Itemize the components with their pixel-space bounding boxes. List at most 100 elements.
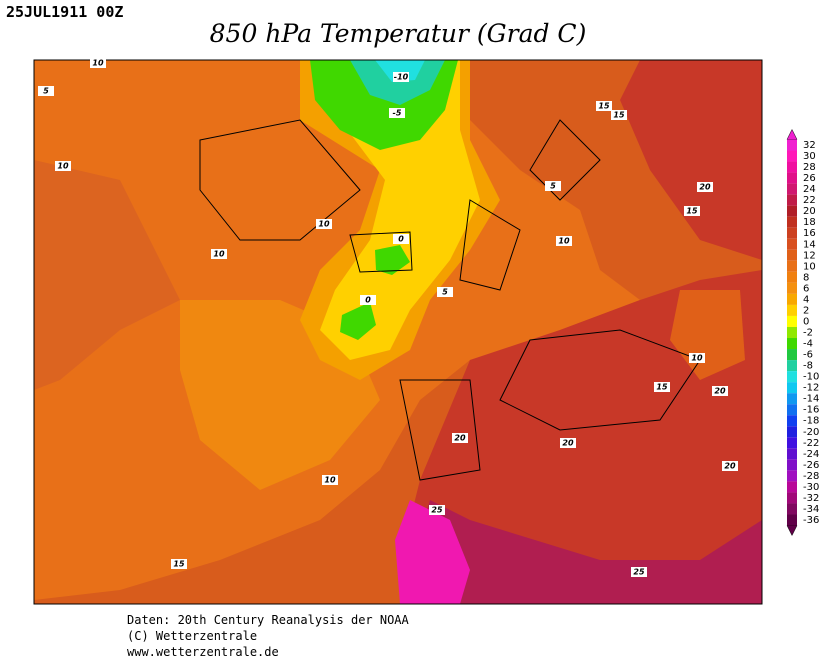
contour-label-box [697,182,713,192]
colorbar-label: -32 [803,493,819,504]
contour-label: 15 [613,111,625,120]
colorbar-swatch [787,470,797,482]
field-teal [350,60,445,105]
colorbar-swatch [787,227,797,239]
colorbar-label: -30 [803,482,819,493]
colorbar-label: 22 [803,195,816,206]
colorbar-swatch [787,315,797,327]
contour-label: -5 [393,109,402,118]
coastline [459,119,601,291]
colorbar-label: 16 [803,228,816,239]
colorbar-swatch [787,271,797,283]
colorbar-swatch [787,282,797,294]
colorbar-swatch [787,260,797,272]
colorbar-label: -16 [803,405,819,416]
field-red-ne [620,60,762,260]
footer: Daten: 20th Century Reanalysis der NOAA (… [127,613,410,659]
colorbar-label: 18 [803,217,816,228]
colorbar-label: -10 [803,372,819,383]
contour-label-box [722,461,738,471]
contour-label-box [631,567,647,577]
contour-label-box [171,559,187,569]
colorbar-swatch [787,216,797,228]
contour-label: 15 [656,383,668,392]
colorbar-swatch [787,492,797,504]
contour-label: 10 [691,354,703,363]
colorbar-label: 20 [803,206,816,217]
colorbar-label: -2 [803,328,813,339]
colorbar-swatch [787,360,797,372]
colorbar-label: -26 [803,460,819,471]
contour-label: 10 [318,220,330,229]
contour-label-box [556,236,572,246]
contour-label: 15 [598,102,610,111]
colorbar-swatch [787,150,797,162]
colorbar-label: 0 [803,316,809,327]
contour-label-box [360,295,376,305]
field-west [34,160,180,390]
contour-label: 20 [724,462,736,471]
colorbar-label: 28 [803,162,816,173]
contour-label-box [437,287,453,297]
contour-label: 5 [442,288,448,297]
contour-label-box [429,505,445,515]
contour-label: 15 [173,560,185,569]
date-label: 25JUL1911 00Z [6,3,123,21]
colorbar-swatch [787,437,797,449]
colorbar-swatch [787,139,797,151]
colorbar-label: 8 [803,272,809,283]
colorbar-swatch [787,293,797,305]
colorbar-swatch [787,404,797,416]
contour-label-box [393,234,409,244]
footer-line: www.wetterzentrale.de [127,645,279,659]
field-cyan [375,60,425,82]
colorbar-label: -20 [803,427,819,438]
colorbar-swatch [787,371,797,383]
field-green-iceland [375,245,410,275]
contour-label-box [684,206,700,216]
contour-label-box [322,475,338,485]
colorbar-swatch [787,304,797,316]
colorbar-label: 30 [803,151,816,162]
colorbar-swatch [787,481,797,493]
colorbar: 32302826242220181614121086420-2-4-6-8-10… [786,128,819,537]
colorbar-label: 24 [803,184,816,195]
footer-line: Daten: 20th Century Reanalysis der NOAA [127,613,410,627]
contour-label-box [611,110,627,120]
field-orange-east [670,290,745,380]
colorbar-swatch [787,415,797,427]
colorbar-label: -22 [803,438,819,449]
colorbar-label: -24 [803,449,819,460]
contour-label: 10 [92,59,104,68]
colorbar-label: 4 [803,294,809,305]
colorbar-top-arrow [786,128,798,140]
colorbar-label: 2 [803,305,809,316]
map-title: 850 hPa Temperatur (Grad C) [210,19,587,48]
colorbar-swatch [787,503,797,515]
contour-label-box [211,249,227,259]
colorbar-swatch [787,459,797,471]
contour-label: -10 [394,73,409,82]
field-crimson [400,500,762,604]
footer-line: (C) Wetterzentrale [127,629,257,643]
colorbar-label: 10 [803,261,816,272]
contour-label: 10 [324,476,336,485]
contour-label-box [545,181,561,191]
colorbar-label: -34 [803,504,819,515]
colorbar-swatch [787,426,797,438]
contour-label: 0 [398,235,404,244]
colorbar-swatch [787,172,797,184]
field-magenta [395,500,470,604]
colorbar-label: -18 [803,416,819,427]
coastline [199,119,701,481]
contour-label: 10 [558,237,570,246]
colorbar-label: 6 [803,283,809,294]
colorbar-label: -12 [803,383,819,394]
contour-label: 10 [213,250,225,259]
contour-label: 20 [699,183,711,192]
colorbar-swatch [787,183,797,195]
contour-label: 10 [57,162,69,171]
